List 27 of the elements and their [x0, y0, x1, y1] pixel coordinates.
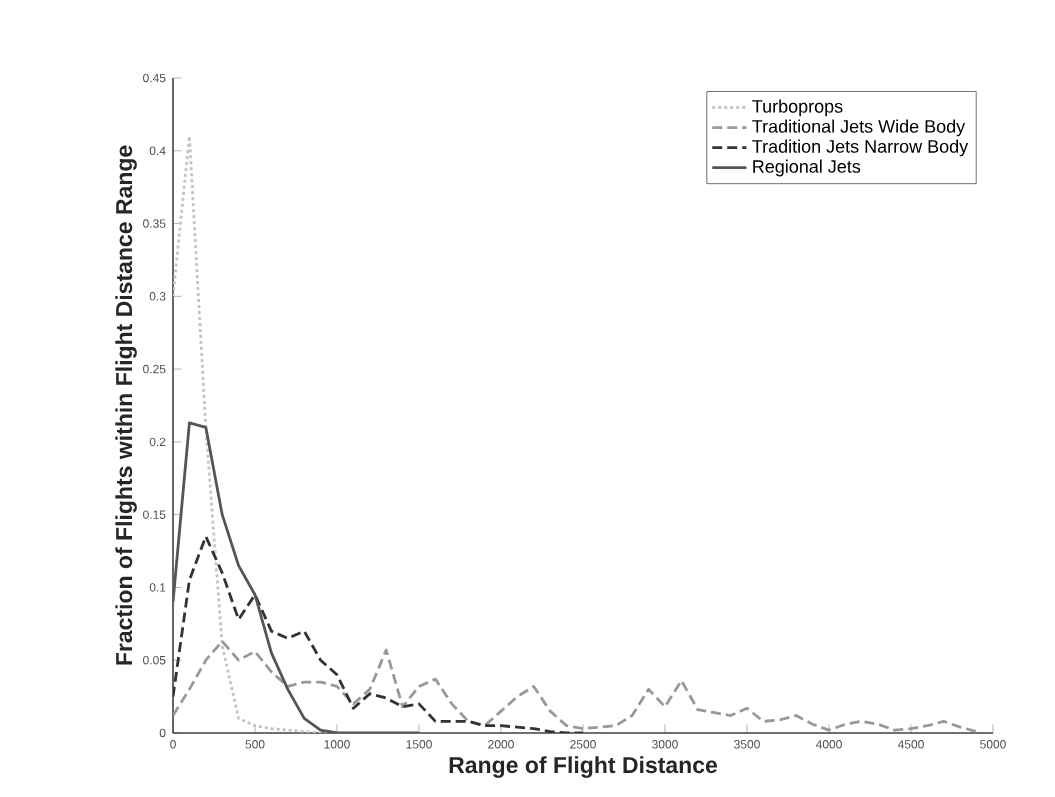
x-tick-label: 4500: [897, 740, 924, 749]
y-tick-label: 0.45: [143, 73, 166, 83]
legend-label: Tradition Jets Narrow Body: [752, 139, 969, 157]
y-tick-label: 0.35: [143, 219, 166, 228]
x-tick-label: 2000: [488, 740, 514, 749]
legend-label: Turboprops: [752, 99, 843, 117]
x-tick-label: 0: [170, 740, 176, 749]
y-tick-label: 0.1: [149, 583, 166, 592]
y-tick-label: 0.05: [143, 655, 166, 665]
y-tick-label: 0.3: [149, 292, 166, 301]
x-tick-label: 3000: [652, 740, 678, 749]
y-tick-label: 0: [159, 728, 166, 738]
y-axis-title: Fraction of Flights within Flight Distance Range: [115, 145, 137, 665]
y-tick-label: 0.2: [149, 437, 166, 447]
x-tick-label: 4000: [815, 740, 842, 749]
x-tick-label: 2500: [570, 740, 596, 749]
x-axis-title: Range of Flight Distance: [449, 756, 718, 778]
x-tick-label: 5000: [980, 740, 1006, 749]
x-tick-label: 500: [245, 740, 265, 749]
x-tick-label: 1000: [324, 740, 350, 749]
legend-label: Regional Jets: [753, 159, 861, 177]
y-tick-label: 0.15: [143, 510, 166, 519]
x-tick-label: 1500: [406, 740, 432, 749]
x-tick-label: 3500: [734, 740, 760, 749]
y-tick-label: 0.4: [149, 146, 166, 156]
legend-label: Traditional Jets Wide Body: [752, 119, 966, 137]
y-tick-label: 0.25: [143, 364, 166, 374]
